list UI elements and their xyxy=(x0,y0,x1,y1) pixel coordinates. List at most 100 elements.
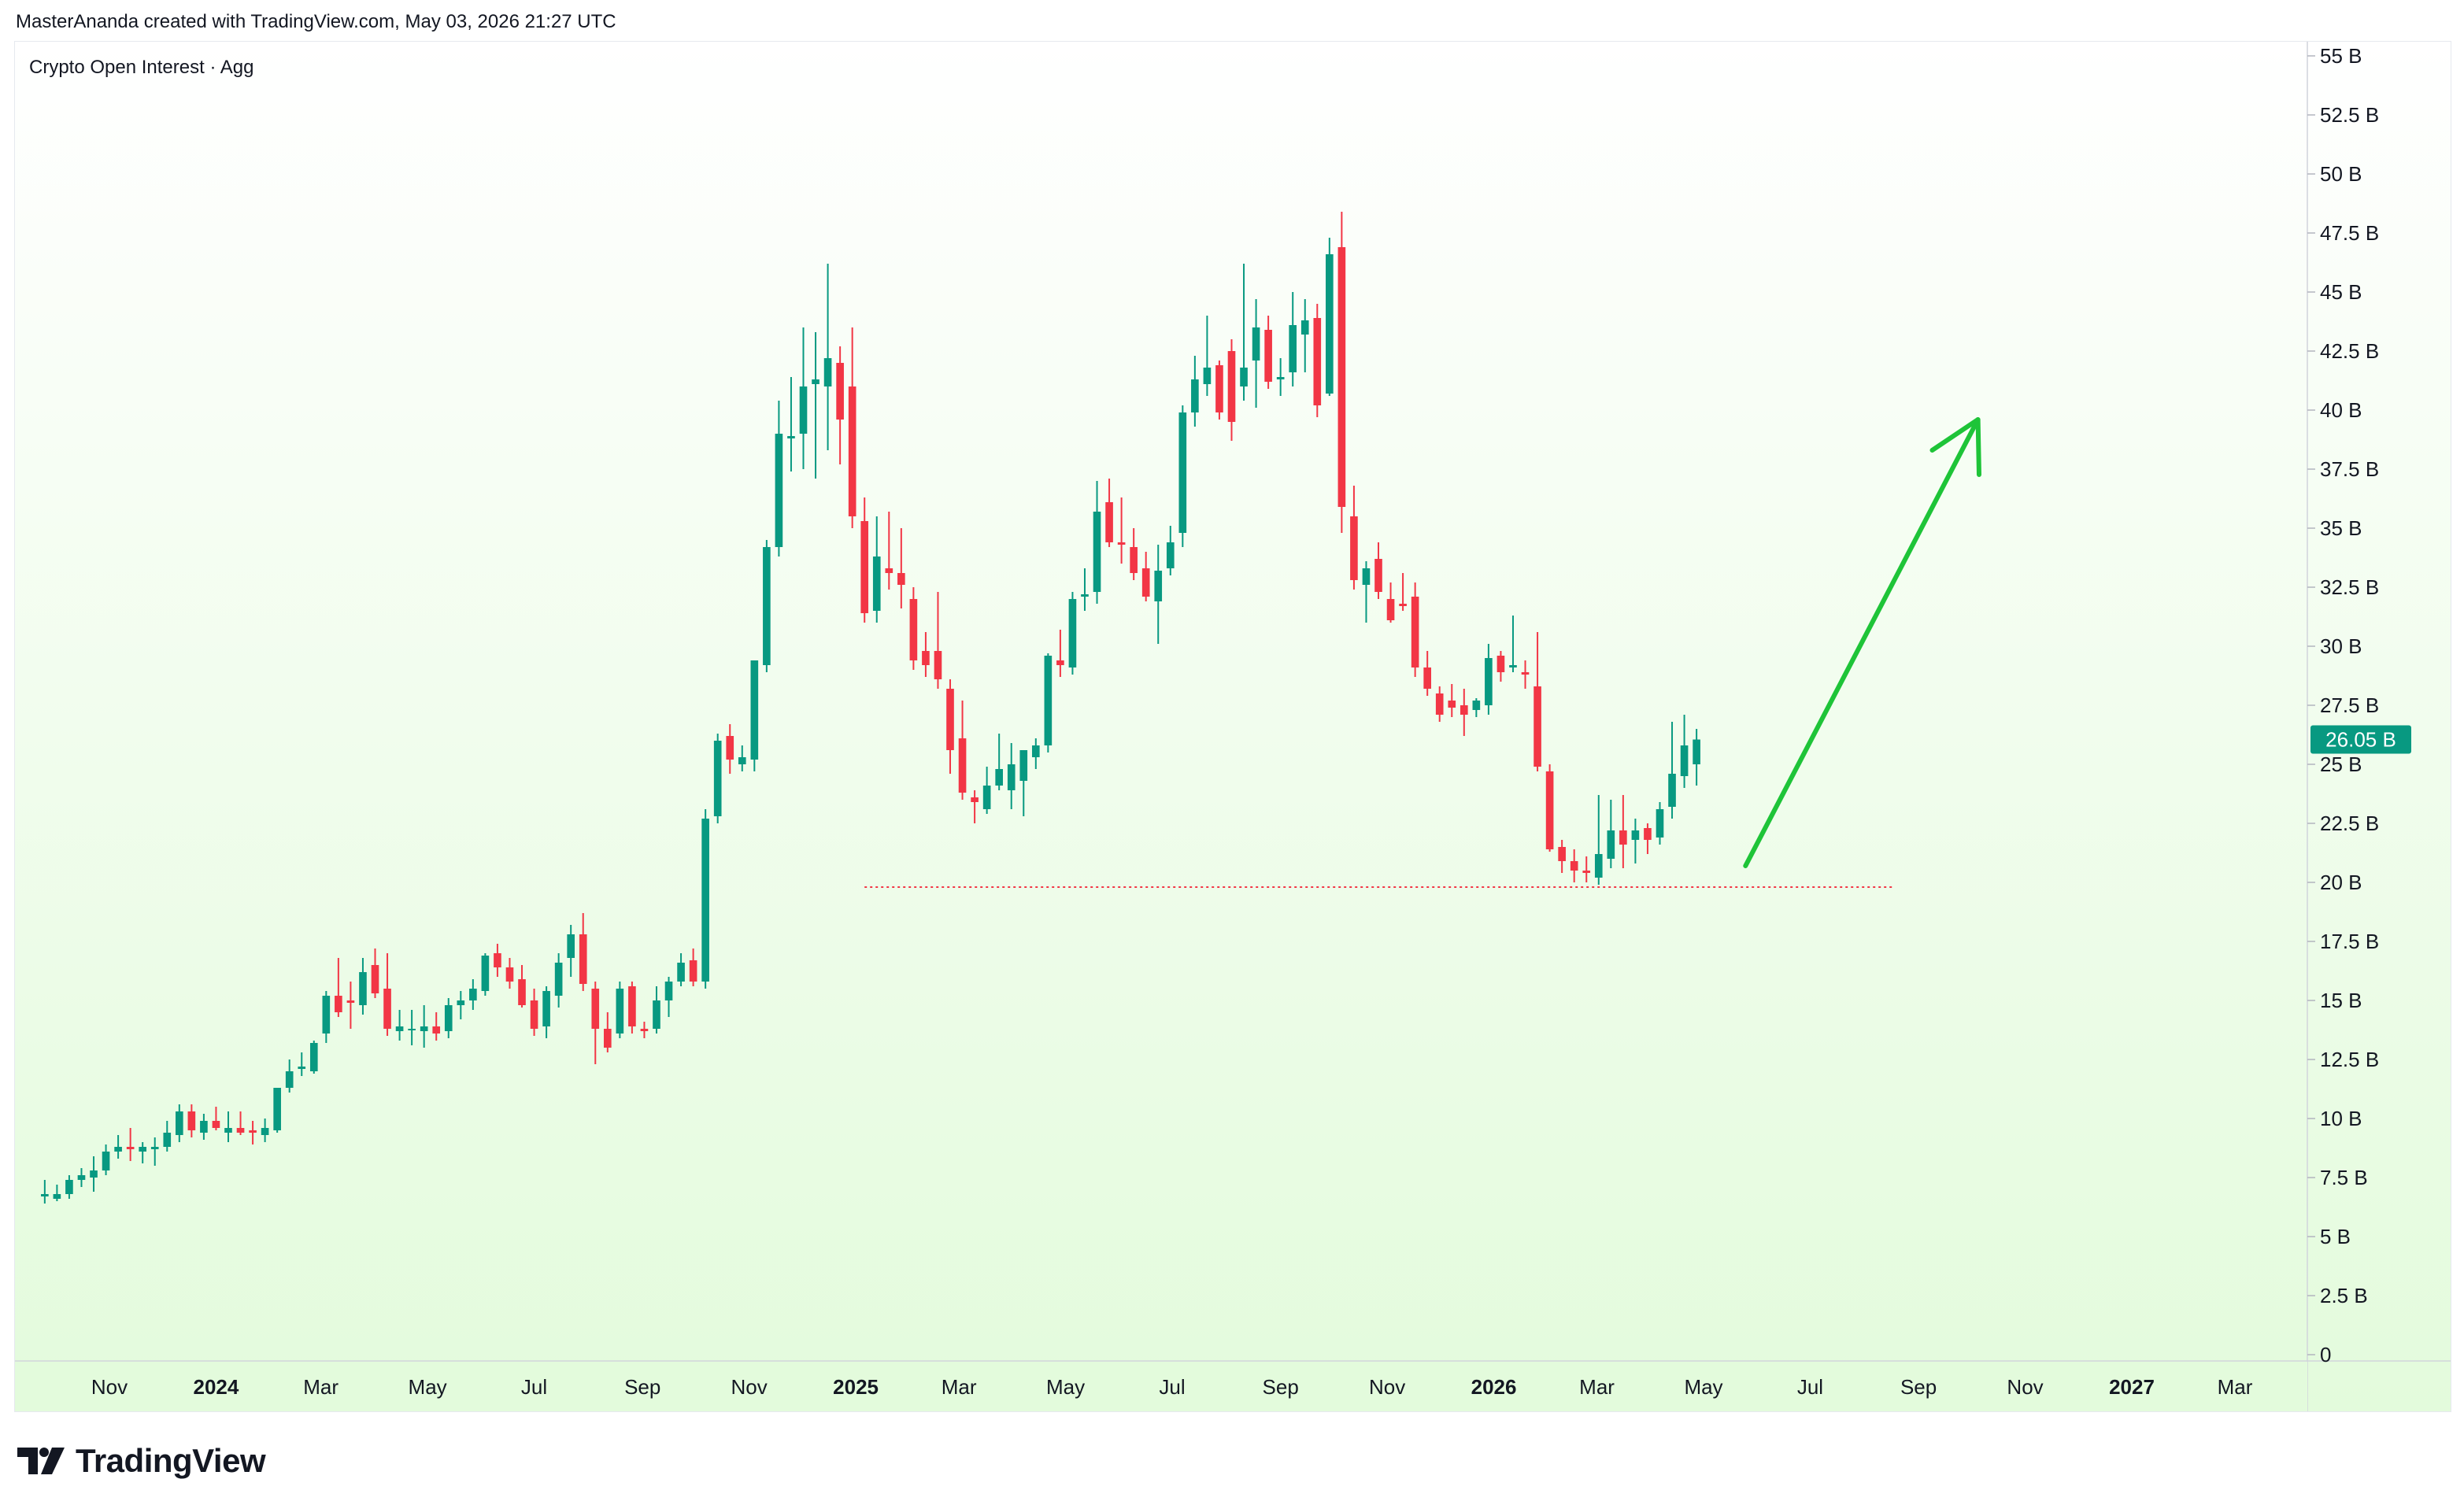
candle-up xyxy=(175,1104,183,1142)
candle-body xyxy=(1607,830,1615,859)
time-axis[interactable]: Nov 2024 Mar May Jul Sep Nov 2025 Mar May Jul Sep No… xyxy=(91,1375,2253,1399)
candle-up xyxy=(823,264,832,450)
last-price-badge-background xyxy=(2310,725,2411,754)
time-axis-label: Mar xyxy=(2218,1375,2253,1399)
candle-up xyxy=(763,540,771,672)
candle-up xyxy=(982,767,991,814)
candle-up xyxy=(775,401,783,557)
candle-body xyxy=(971,797,979,802)
candle-down xyxy=(958,701,967,800)
candle-body xyxy=(554,963,563,996)
candle-body xyxy=(628,986,636,1026)
candle-up xyxy=(738,745,746,771)
candle-body xyxy=(1693,739,1700,764)
candle-body xyxy=(1117,542,1126,545)
candle-body xyxy=(848,386,856,516)
chart-frame[interactable]: Crypto Open Interest · Agg 55 B 52.5 B 50 … xyxy=(14,41,2451,1412)
candle-down xyxy=(187,1104,196,1137)
candle-down xyxy=(1423,651,1431,696)
candle-body xyxy=(1619,830,1627,845)
candle-body xyxy=(224,1128,232,1133)
candle-up xyxy=(542,986,550,1038)
candle-body xyxy=(1582,871,1591,873)
candle-up xyxy=(457,991,465,1019)
candle-body xyxy=(763,547,771,665)
candle-up xyxy=(701,809,709,989)
candle-up xyxy=(1166,526,1175,575)
candle-up xyxy=(408,1010,416,1045)
time-axis-label: Sep xyxy=(1263,1375,1299,1399)
candle-body xyxy=(163,1133,172,1147)
candle-body xyxy=(897,573,905,585)
candle-body xyxy=(469,989,477,1000)
candle-body xyxy=(1558,847,1566,861)
candle-up xyxy=(872,516,881,623)
last-price-value: 26.05 B xyxy=(2325,728,2396,752)
time-axis-label: Jul xyxy=(1159,1375,1185,1399)
candle-up xyxy=(114,1135,122,1159)
candle-body xyxy=(922,651,930,665)
candle-body xyxy=(653,1000,660,1029)
candle-body xyxy=(1337,247,1346,507)
candle-body xyxy=(309,1043,318,1071)
candle-body xyxy=(1374,559,1382,592)
candle-body xyxy=(1631,830,1640,840)
candle-body xyxy=(1130,547,1138,573)
candle-body xyxy=(1007,764,1016,790)
price-axis-label: 0 xyxy=(2320,1343,2331,1366)
candle-down xyxy=(1215,361,1223,420)
candle-down xyxy=(603,1012,612,1052)
candle-down xyxy=(1497,651,1505,682)
candlestick-chart[interactable]: Crypto Open Interest · Agg 55 B 52.5 B 50 … xyxy=(15,42,2451,1412)
candle-up xyxy=(309,1041,318,1074)
candle-up xyxy=(812,332,819,479)
candle-up xyxy=(1594,795,1603,885)
candle-body xyxy=(909,599,918,660)
candle-body xyxy=(1056,660,1064,665)
candle-down xyxy=(1534,632,1541,771)
candle-body xyxy=(261,1128,269,1135)
candle-down xyxy=(1448,684,1456,717)
candle-down xyxy=(1141,552,1150,601)
candle-body xyxy=(187,1111,196,1130)
candle-body xyxy=(1448,701,1456,708)
time-axis-label: Sep xyxy=(624,1375,660,1399)
candle-body xyxy=(518,979,526,1005)
candle-body xyxy=(1068,599,1077,667)
candle-up xyxy=(1019,750,1028,816)
price-axis-label: 35 B xyxy=(2320,516,2362,540)
candle-body xyxy=(823,358,832,386)
candle-body xyxy=(1485,658,1493,705)
candle-body xyxy=(542,991,550,1026)
price-axis-label: 55 B xyxy=(2320,44,2362,68)
candle-body xyxy=(1141,568,1150,597)
candle-up xyxy=(481,953,490,996)
candle-body xyxy=(65,1180,73,1194)
tradingview-logo[interactable]: TradingView xyxy=(17,1442,266,1480)
candle-up xyxy=(1031,738,1040,769)
candle-body xyxy=(787,436,795,438)
candle-up xyxy=(1362,561,1371,623)
plot-background xyxy=(15,42,2451,1411)
price-axis[interactable]: 55 B 52.5 B 50 B 47.5 B 45 B 42.5 B 40 B 37.5 B… xyxy=(2307,44,2379,1366)
candle-up xyxy=(1656,802,1664,845)
candle-down xyxy=(1264,316,1272,389)
candle-body xyxy=(1386,599,1395,620)
candle-body xyxy=(249,1130,257,1133)
candle-up xyxy=(322,991,331,1043)
candle-body xyxy=(689,960,697,982)
candle-down xyxy=(591,982,600,1064)
candle-up xyxy=(1068,592,1077,675)
candle-body xyxy=(395,1026,404,1031)
price-axis-label: 27.5 B xyxy=(2320,693,2379,717)
price-axis-label: 12.5 B xyxy=(2320,1048,2379,1071)
candle-down xyxy=(1105,479,1113,547)
candle-body xyxy=(408,1029,416,1030)
price-axis-label: 47.5 B xyxy=(2320,221,2379,245)
candle-body xyxy=(664,982,673,1000)
candle-body xyxy=(298,1067,306,1069)
candle-body xyxy=(1191,379,1199,412)
candle-down xyxy=(1570,849,1578,882)
candle-body xyxy=(799,386,808,434)
candle-down xyxy=(1374,542,1382,599)
